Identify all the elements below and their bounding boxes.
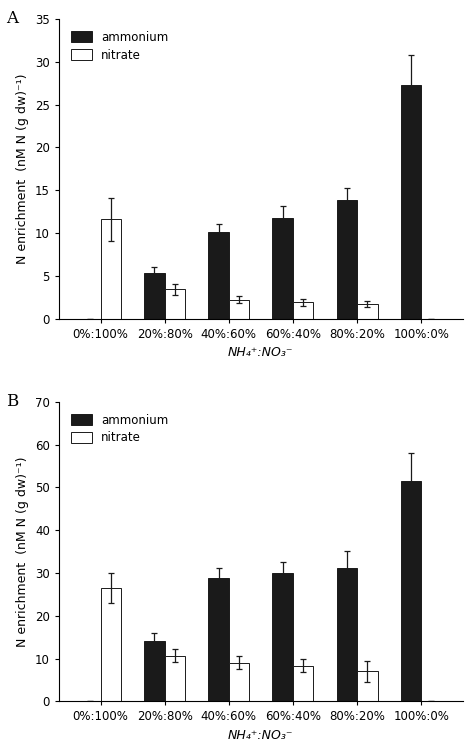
X-axis label: NH₄⁺:NO₃⁻: NH₄⁺:NO₃⁻ [228, 346, 293, 359]
Bar [273, 218, 293, 319]
Bar [357, 672, 378, 701]
Bar [208, 232, 229, 319]
Bar [229, 300, 249, 319]
Bar [337, 568, 357, 701]
Bar [401, 481, 421, 701]
Bar [164, 656, 185, 701]
Bar [293, 302, 313, 319]
Bar [337, 200, 357, 319]
Bar [144, 273, 164, 319]
Y-axis label: N enrichment  (nM N (g dw)⁻¹): N enrichment (nM N (g dw)⁻¹) [17, 74, 29, 264]
Bar [401, 85, 421, 319]
Bar [293, 666, 313, 701]
Bar [208, 578, 229, 701]
Bar [229, 663, 249, 701]
Bar [144, 641, 164, 701]
Text: B: B [6, 393, 18, 410]
Bar [164, 289, 185, 319]
Y-axis label: N enrichment  (nM N (g dw)⁻¹): N enrichment (nM N (g dw)⁻¹) [17, 456, 29, 647]
Bar [273, 573, 293, 701]
Bar [100, 588, 121, 701]
Legend: ammonium, nitrate: ammonium, nitrate [65, 25, 174, 68]
Bar [357, 304, 378, 319]
Bar [100, 219, 121, 319]
Legend: ammonium, nitrate: ammonium, nitrate [65, 407, 174, 450]
X-axis label: NH₄⁺:NO₃⁻: NH₄⁺:NO₃⁻ [228, 729, 293, 742]
Text: A: A [6, 10, 18, 27]
